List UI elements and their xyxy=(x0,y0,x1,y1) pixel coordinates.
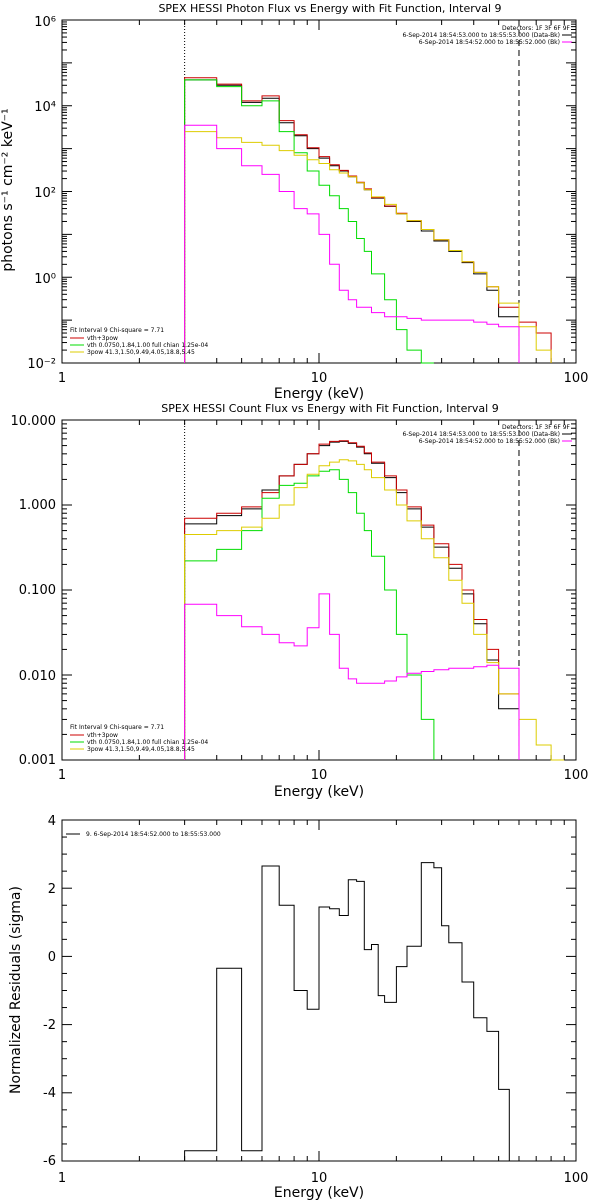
legend-fit-interval: Fit Interval 9 Chi-square = 7.71 xyxy=(70,724,164,731)
x-tick-label: 10 xyxy=(311,768,328,783)
legend-3pow: 3pow 41.3,1.50,9.49,4.05,18.8,5.45 xyxy=(87,746,195,753)
x-tick-label: 100 xyxy=(564,1171,589,1186)
legend-top-bk: 6-Sep-2014 18:54:52.000 to 18:55:52.000 … xyxy=(419,438,560,445)
series-3pow-line xyxy=(184,131,552,363)
panel-title: SPEX HESSI Photon Flux vs Energy with Fi… xyxy=(158,2,501,15)
x-tick-label: 10 xyxy=(311,371,328,386)
legend-vth: vth 0.0750,1.84,1.00 full chian 1.25e-04 xyxy=(87,739,208,746)
count-flux-panel: SPEX HESSI Count Flux vs Energy with Fit… xyxy=(11,402,589,800)
y-tick-label: 0.001 xyxy=(19,753,56,768)
x-tick-label: 100 xyxy=(564,371,589,386)
y-tick-label: 10.000 xyxy=(11,414,57,429)
plot-area xyxy=(61,819,577,1162)
series-bk-line xyxy=(184,593,520,760)
legend-vth3pow: vth+3pow xyxy=(87,732,118,739)
y-axis-label: photons s⁻¹ cm⁻² keV⁻¹ xyxy=(0,108,16,271)
plot-area xyxy=(61,419,577,761)
x-tick-label: 1 xyxy=(58,1171,66,1186)
y-tick-label: 0.100 xyxy=(19,583,56,598)
legend-top-detectors: Detectors: 1F 3F 6F 9F xyxy=(502,424,571,431)
x-tick-label: 1 xyxy=(58,768,66,783)
y-tick-label: 1.000 xyxy=(19,498,56,513)
legend-fit-interval: Fit Interval 9 Chi-square = 7.71 xyxy=(70,327,164,334)
series-vth-line xyxy=(184,79,434,364)
y-tick-label: 0.010 xyxy=(19,669,56,684)
y-tick-label: 0 xyxy=(48,950,56,965)
x-axis-label: Energy (keV) xyxy=(274,1185,364,1200)
y-tick-label: -6 xyxy=(43,1154,56,1169)
x-tick-label: 10 xyxy=(311,1171,328,1186)
y-tick-label: 10² xyxy=(34,186,56,201)
panel-title: SPEX HESSI Count Flux vs Energy with Fit… xyxy=(161,402,498,415)
y-tick-label: 10⁻² xyxy=(27,357,56,372)
x-axis-label: Energy (keV) xyxy=(274,784,364,800)
y-tick-label: -2 xyxy=(43,1018,56,1033)
x-axis-label: Energy (keV) xyxy=(274,386,364,402)
y-tick-label: 4 xyxy=(48,814,56,829)
y-tick-label: 10⁶ xyxy=(34,15,56,30)
residuals-panel: 1 10 100 Energy (keV) -6 -4 -2 0 2 4 Nor… xyxy=(8,814,588,1200)
y-axis-label: Normalized Residuals (sigma) xyxy=(8,886,24,1094)
y-tick-label: -4 xyxy=(43,1086,56,1101)
y-tick-label: 10⁰ xyxy=(34,272,56,287)
series-3pow-line xyxy=(184,459,565,761)
photon-flux-panel: SPEX HESSI Photon Flux vs Energy with Fi… xyxy=(0,2,588,402)
legend-residuals: 9. 6-Sep-2014 18:54:52.000 to 18:55:53.0… xyxy=(86,831,221,838)
x-tick-label: 1 xyxy=(58,371,66,386)
y-tick-label: 10⁴ xyxy=(34,100,56,115)
legend-vth3pow: vth+3pow xyxy=(87,335,118,342)
legend-top-data: 6-Sep-2014 18:54:53.000 to 18:55:53.000 … xyxy=(402,431,560,438)
legend-3pow: 3pow 41.3,1.50,9.49,4.05,18.8,5.45 xyxy=(87,349,195,356)
legend-top-data: 6-Sep-2014 18:54:53.000 to 18:55:53.000 … xyxy=(402,32,560,39)
x-tick-label: 100 xyxy=(564,768,589,783)
legend-top-detectors: Detectors: 1F 3F 6F 9F xyxy=(502,25,571,32)
legend-top-bk: 6-Sep-2014 18:54:52.000 to 18:55:52.000 … xyxy=(419,39,560,46)
legend-vth: vth 0.0750,1.84,1.00 full chian 1.25e-04 xyxy=(87,342,208,349)
y-tick-label: 2 xyxy=(48,882,56,897)
series-bk-line xyxy=(184,124,520,363)
series-9-6-sep-2014-18-54-52-000-to-18-55-53-000-line xyxy=(184,862,519,1162)
plot-area xyxy=(61,19,577,364)
